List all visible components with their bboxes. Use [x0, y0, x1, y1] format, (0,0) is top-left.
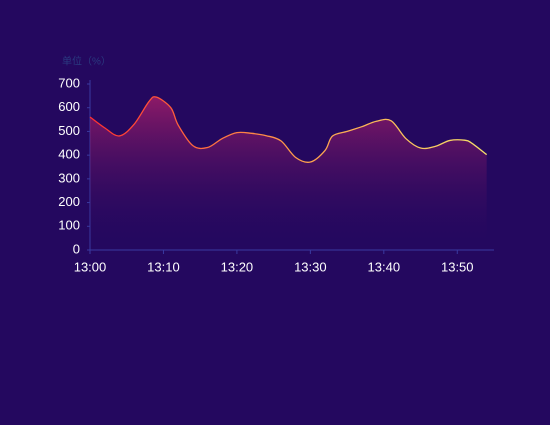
- y-tick-label: 300: [58, 170, 80, 185]
- x-tick-label: 13:20: [221, 259, 254, 274]
- x-tick-label: 13:30: [294, 259, 327, 274]
- line: [89, 96, 488, 163]
- area: [90, 96, 487, 250]
- y-tick-label: 200: [58, 194, 80, 209]
- y-tick-label: 100: [58, 218, 80, 233]
- y-axis-label: 单位（%）: [62, 55, 111, 68]
- x-tick-label: 13:00: [74, 259, 107, 274]
- x-tick-label: 13:10: [147, 259, 180, 274]
- y-tick-label: 700: [58, 75, 80, 90]
- y-tick-label: 0: [73, 241, 80, 256]
- x-tick-label: 13:50: [441, 259, 474, 274]
- y-tick-label: 400: [58, 147, 80, 162]
- y-tick-label: 600: [58, 99, 80, 114]
- y-tick-label: 500: [58, 123, 80, 138]
- x-tick-label: 13:40: [368, 259, 401, 274]
